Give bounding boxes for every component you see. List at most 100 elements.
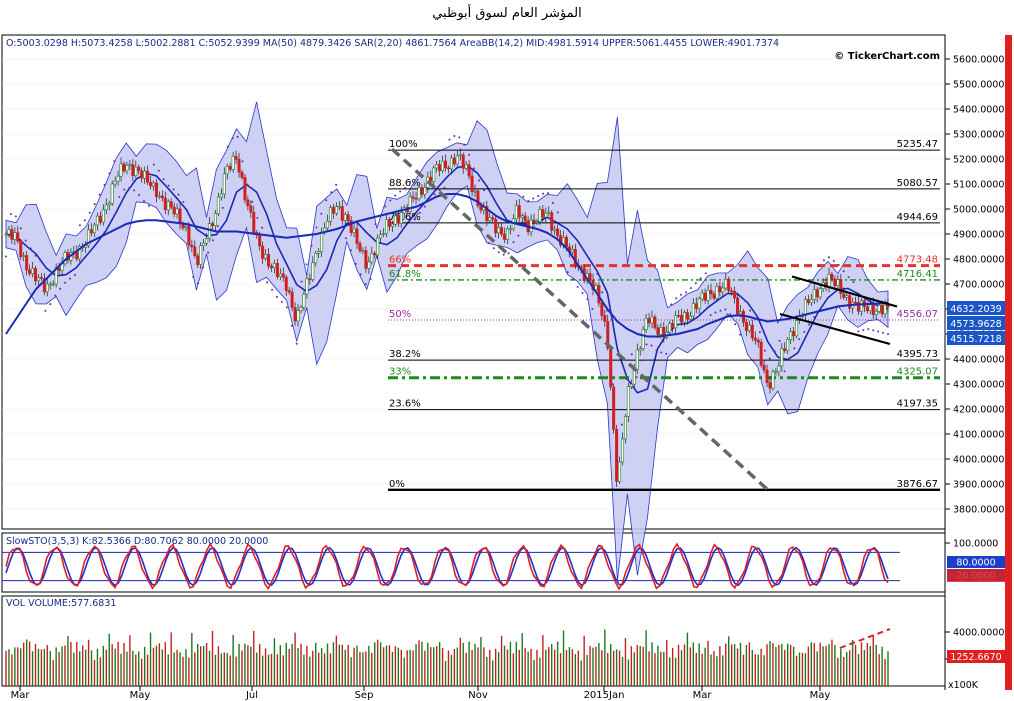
sar-dot (758, 331, 761, 334)
candle-body (308, 278, 312, 281)
y-tick-label: 4200.0000 (953, 405, 1004, 416)
candle-body (45, 283, 49, 293)
sar-dot (867, 328, 870, 331)
candle-body (352, 228, 356, 233)
candle-body (733, 290, 737, 299)
x-tick-label: Mar (11, 690, 31, 701)
price-info-line: O:5003.0298 H:5073.4258 L:5002.2881 C:50… (6, 38, 779, 49)
candle-body (157, 195, 161, 198)
fib-level-value: 4773.48 (897, 255, 938, 266)
candle-body (491, 217, 495, 220)
sar-dot (216, 225, 219, 228)
candle-body (340, 206, 344, 221)
candle-body (777, 365, 781, 373)
sar-dot (547, 192, 550, 195)
candle-body (193, 246, 197, 257)
sar-dot (295, 342, 298, 345)
y-tick-label: 5600.0000 (953, 55, 1004, 66)
fib-level-value: 4716.41 (897, 269, 938, 280)
candle-body (149, 182, 153, 187)
candle-body (272, 263, 276, 268)
right-scroll-strip[interactable] (1005, 35, 1012, 690)
candle-body (163, 197, 167, 211)
y-tick-label: 4900.0000 (953, 230, 1004, 241)
sar-dot (611, 383, 614, 386)
fib-level-value: 4395.73 (897, 349, 938, 360)
candle-body (762, 364, 766, 371)
candle-body (358, 243, 362, 251)
candle-body (390, 223, 394, 227)
sar-dot (872, 329, 875, 332)
sar-dot (887, 333, 889, 335)
candle-body (399, 212, 403, 224)
candle-body (125, 164, 129, 172)
sar-dot (271, 288, 274, 291)
candle-body (432, 167, 436, 182)
candle-body (178, 208, 182, 225)
y-tick-label: 5500.0000 (953, 80, 1004, 91)
sar-dot (44, 309, 47, 312)
candle-body (653, 316, 657, 329)
sar-dot (645, 343, 648, 346)
candle-body (42, 278, 46, 293)
candle-body (196, 255, 200, 265)
candle-body (520, 215, 524, 218)
price-badges: 4632.2039 4573.9628 4515.7218 (947, 301, 1005, 345)
sar-dot (753, 318, 756, 321)
candle-body (682, 312, 686, 323)
candle-body (134, 166, 138, 176)
candle-body (219, 193, 223, 198)
sar-dot (443, 186, 446, 189)
candle-body (51, 283, 55, 286)
candle-body (210, 223, 214, 226)
candle-body (564, 237, 568, 248)
candle-body (594, 285, 598, 291)
candle-body (727, 278, 731, 292)
sar-dot (478, 179, 481, 182)
candle-body (216, 196, 220, 214)
candle-body (231, 155, 235, 170)
candle-body (629, 383, 633, 387)
sar-dot (665, 352, 668, 355)
sar-dot (744, 299, 747, 302)
sar-dot (778, 339, 781, 342)
candle-body (789, 331, 793, 340)
candle-body (414, 197, 418, 200)
candle-body (284, 276, 288, 291)
sar-dot (93, 203, 96, 206)
candle-body (550, 212, 554, 231)
candle-body (184, 226, 188, 229)
candle-body (240, 171, 244, 178)
candle-body (246, 199, 250, 207)
candle-body (871, 303, 875, 315)
candle-body (146, 170, 150, 183)
candle-body (293, 307, 297, 322)
sar-dot (813, 316, 816, 319)
candle-body (408, 196, 412, 212)
candle-body (458, 154, 462, 157)
sar-dot (630, 353, 633, 356)
candle-body (137, 166, 141, 172)
sar-dot (581, 291, 584, 294)
candle-body (647, 318, 651, 324)
sar-dot (14, 215, 17, 218)
fib-level-percent: 100% (389, 139, 418, 150)
candle-body (880, 305, 884, 315)
sar-dot (837, 264, 840, 267)
candle-body (476, 190, 480, 207)
y-tick-label: 5400.0000 (953, 105, 1004, 116)
sar-dot (162, 178, 165, 181)
x-tick-label: 2015Jan (584, 690, 625, 701)
fib-level-value: 5235.47 (897, 139, 938, 150)
candle-body (845, 295, 849, 298)
candle-body (859, 300, 863, 312)
sar-dot (768, 357, 771, 360)
sar-dot (266, 281, 269, 284)
candle-body (376, 237, 380, 256)
candle-body (187, 226, 191, 246)
candle-body (771, 371, 775, 389)
candle-body (842, 293, 846, 298)
price-badge (947, 301, 1005, 315)
sar-dot (24, 239, 27, 242)
sar-dot (192, 276, 195, 279)
